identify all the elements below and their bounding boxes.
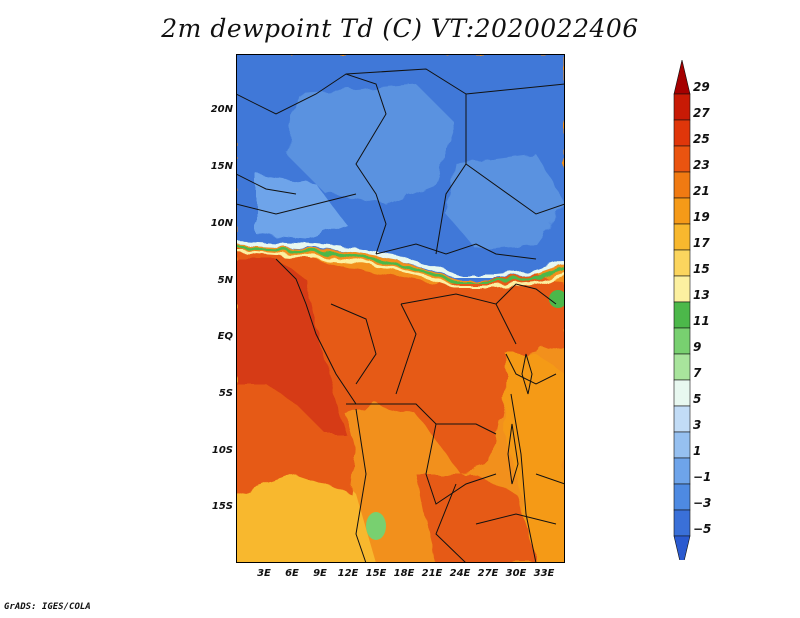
colorbar-label-minus5: −5 [693, 522, 712, 536]
map-frame [236, 54, 565, 563]
lat-tick-5n: 5N [217, 275, 233, 286]
colorbar-label-1: 1 [693, 444, 702, 458]
colorbar-segment [673, 457, 691, 485]
sahara-patch-2 [446, 154, 565, 249]
colorbar-segment [673, 509, 691, 537]
lat-tick-5s: 5S [218, 388, 233, 399]
lon-tick-30e: 30E [505, 568, 527, 579]
transition-fringe-yellow [235, 249, 566, 289]
lat-tick-15s: 15S [211, 501, 233, 512]
colorbar-segment [673, 405, 691, 433]
lon-tick-21e: 21E [421, 568, 443, 579]
colorbar-segment [673, 60, 691, 95]
colorbar-label-minus3: −3 [693, 496, 712, 510]
green-spot-south [366, 512, 386, 540]
colorbar-label-15: 15 [693, 262, 710, 276]
sahel-patch [256, 174, 346, 239]
lat-tick-20n: 20N [210, 104, 233, 115]
ocean-hot-region [236, 259, 346, 434]
lon-tick-33e: 33E [533, 568, 555, 579]
grads-credit: GrADS: IGES/COLA [4, 602, 91, 612]
colorbar-segment [673, 93, 691, 121]
lon-tick-18e: 18E [393, 568, 415, 579]
colorbar-label-27: 27 [693, 106, 710, 120]
colorbar-segment [673, 301, 691, 329]
colorbar-label-9: 9 [693, 340, 702, 354]
colorbar-label-minus1: −1 [693, 470, 712, 484]
map-canvas [235, 54, 567, 564]
colorbar-segment [673, 171, 691, 199]
colorbar-label-7: 7 [693, 366, 702, 380]
transition-fringe-light [235, 240, 566, 278]
colorbar-label-3: 3 [693, 418, 702, 432]
colorbar-label-11: 11 [693, 314, 710, 328]
lake-1 [521, 353, 533, 395]
green-spot-east [549, 290, 567, 308]
colorbar-segment [673, 431, 691, 459]
colorbar-segment [673, 249, 691, 277]
colorbar-segment [673, 119, 691, 147]
colorbar-segment [673, 145, 691, 173]
lat-tick-eq: EQ [217, 331, 233, 342]
lat-tick-10n: 10N [210, 218, 233, 229]
lon-tick-15e: 15E [365, 568, 387, 579]
colorbar-segment [673, 197, 691, 225]
lon-tick-3e: 3E [257, 568, 271, 579]
lat-tick-15n: 15N [210, 161, 233, 172]
lon-tick-12e: 12E [337, 568, 359, 579]
country-borders [235, 68, 566, 564]
colorbar-segment [673, 223, 691, 251]
transition-fringe-green [235, 245, 566, 284]
lon-tick-27e: 27E [477, 568, 499, 579]
southeast-region [416, 474, 536, 563]
lon-tick-24e: 24E [449, 568, 471, 579]
colorbar-segment [673, 379, 691, 407]
colorbar-segment [673, 327, 691, 355]
sahara-patch-1 [286, 84, 456, 204]
lon-tick-9e: 9E [313, 568, 327, 579]
lat-tick-10s: 10S [211, 445, 233, 456]
colorbar-segment [673, 535, 691, 560]
colorbar-label-25: 25 [693, 132, 710, 146]
colorbar-label-13: 13 [693, 288, 710, 302]
dewpoint-map [235, 54, 567, 564]
colorbar-segment [673, 353, 691, 381]
colorbar-label-17: 17 [693, 236, 710, 250]
east-highlands [504, 354, 565, 563]
lake-2 [507, 423, 519, 485]
colorbar-segment [673, 483, 691, 511]
colorbar-label-19: 19 [693, 210, 710, 224]
colorbar [673, 60, 691, 560]
map-title: 2m dewpoint Td (C) VT:2020022406 [161, 14, 639, 43]
colorbar-label-5: 5 [693, 392, 702, 406]
colorbar-segment [673, 275, 691, 303]
colorbar-label-29: 29 [693, 80, 710, 94]
colorbar-label-21: 21 [693, 184, 710, 198]
lon-tick-6e: 6E [285, 568, 299, 579]
colorbar-label-23: 23 [693, 158, 710, 172]
tropical-region [236, 249, 565, 494]
